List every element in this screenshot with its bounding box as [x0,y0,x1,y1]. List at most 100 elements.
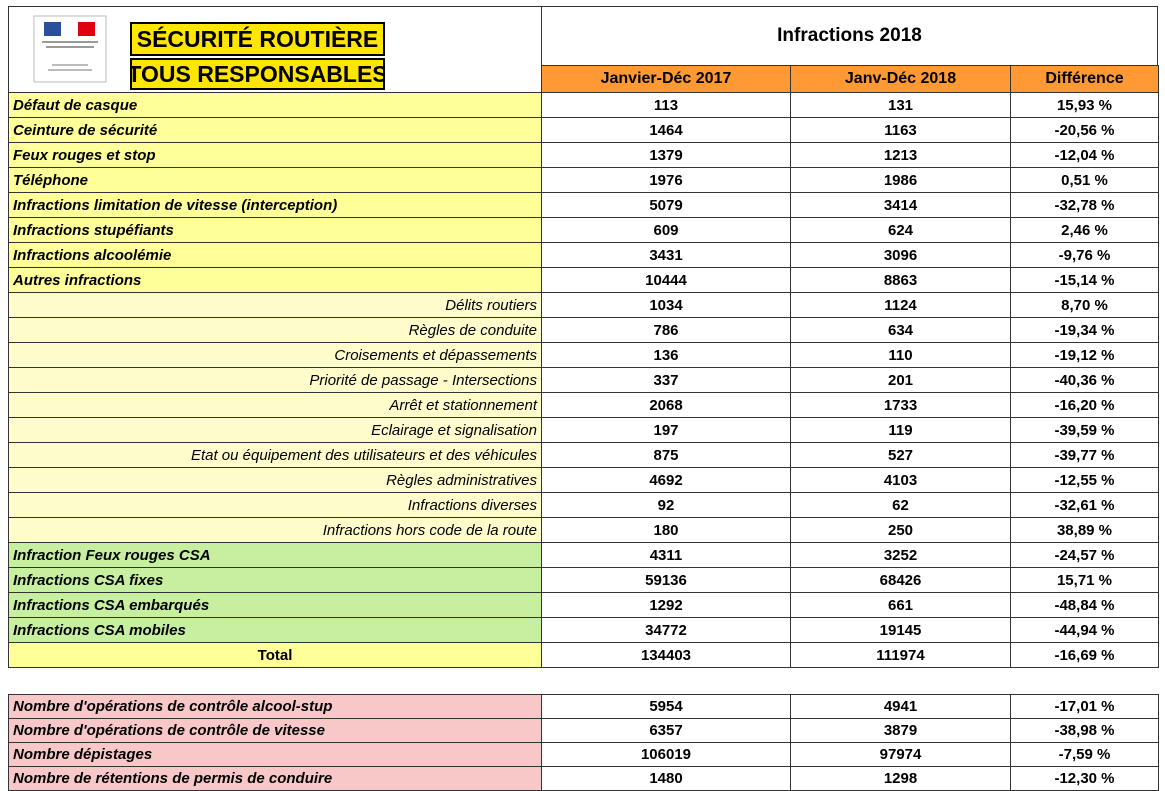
row-label: Infractions alcoolémie [8,242,542,268]
row-label: Arrêt et stationnement [8,392,542,418]
row-label: Priorité de passage - Intersections [8,367,542,393]
cell: -40,36 % [1010,367,1159,393]
cell: 97974 [790,742,1011,767]
cell: 8,70 % [1010,292,1159,318]
cell: 875 [541,442,791,468]
row-label: Autres infractions [8,267,542,293]
cell: 0,51 % [1010,167,1159,193]
cell: 59136 [541,567,791,593]
row-label: Infractions CSA embarqués [8,592,542,618]
cell: 2,46 % [1010,217,1159,243]
cell: 131 [790,92,1011,118]
row-label: Total [8,642,542,668]
cell: 10444 [541,267,791,293]
row-label: Infractions limitation de vitesse (inter… [8,192,542,218]
cell: 4692 [541,467,791,493]
cell: 201 [790,367,1011,393]
logo-line [42,41,98,43]
cell: 19145 [790,617,1011,643]
flag-red [78,22,95,36]
row-label: Nombre d'opérations de contrôle de vites… [8,718,542,743]
row-label: Nombre dépistages [8,742,542,767]
cell: 1034 [541,292,791,318]
cell: -38,98 % [1010,718,1159,743]
row-label: Infractions CSA fixes [8,567,542,593]
cell: -16,20 % [1010,392,1159,418]
cell: 3252 [790,542,1011,568]
row-label: Nombre d'opérations de contrôle alcool-s… [8,694,542,719]
cell: -32,78 % [1010,192,1159,218]
row-label: Infractions CSA mobiles [8,617,542,643]
cell: -15,14 % [1010,267,1159,293]
row-label: Téléphone [8,167,542,193]
logo-line [46,46,94,48]
row-label: Etat ou équipement des utilisateurs et d… [8,442,542,468]
cell: 1124 [790,292,1011,318]
cell: -24,57 % [1010,542,1159,568]
cell: 5079 [541,192,791,218]
cell: 250 [790,517,1011,543]
row-label: Infractions hors code de la route [8,517,542,543]
cell: -39,59 % [1010,417,1159,443]
cell: 1480 [541,766,791,791]
row-label: Feux rouges et stop [8,142,542,168]
row-label: Croisements et dépassements [8,342,542,368]
cell: 624 [790,217,1011,243]
table-title: Infractions 2018 [541,6,1158,66]
flag-white [61,22,78,36]
cell: 6357 [541,718,791,743]
column-header: Janv-Déc 2018 [790,65,1011,93]
cell: -48,84 % [1010,592,1159,618]
cell: -17,01 % [1010,694,1159,719]
cell: 136 [541,342,791,368]
cell: 4941 [790,694,1011,719]
cell: -12,30 % [1010,766,1159,791]
cell: 68426 [790,567,1011,593]
cell: 4311 [541,542,791,568]
cell: 337 [541,367,791,393]
cell: 786 [541,317,791,343]
cell: 2068 [541,392,791,418]
logo-line [52,64,88,66]
cell: 661 [790,592,1011,618]
cell: 8863 [790,267,1011,293]
cell: 1976 [541,167,791,193]
logo-text: SÉCURITÉ ROUTIÈRE [130,22,385,56]
column-header: Janvier-Déc 2017 [541,65,791,93]
cell: -12,55 % [1010,467,1159,493]
flag-blue [44,22,61,36]
cell: 197 [541,417,791,443]
cell: -12,04 % [1010,142,1159,168]
cell: 3879 [790,718,1011,743]
cell: 38,89 % [1010,517,1159,543]
logo-text: TOUS RESPONSABLES [130,58,385,90]
cell: 134403 [541,642,791,668]
row-label: Délits routiers [8,292,542,318]
cell: 1292 [541,592,791,618]
cell: 1464 [541,117,791,143]
cell: 4103 [790,467,1011,493]
cell: 5954 [541,694,791,719]
cell: 3414 [790,192,1011,218]
cell: -9,76 % [1010,242,1159,268]
cell: 34772 [541,617,791,643]
cell: 62 [790,492,1011,518]
cell: 92 [541,492,791,518]
row-label: Infraction Feux rouges CSA [8,542,542,568]
logo-line [48,69,92,71]
cell: -16,69 % [1010,642,1159,668]
cell: -7,59 % [1010,742,1159,767]
cell: 110 [790,342,1011,368]
cell: 15,93 % [1010,92,1159,118]
cell: 180 [541,517,791,543]
row-label: Infractions stupéfiants [8,217,542,243]
row-label: Ceinture de sécurité [8,117,542,143]
cell: 1986 [790,167,1011,193]
cell: 1379 [541,142,791,168]
cell: -39,77 % [1010,442,1159,468]
row-label: Défaut de casque [8,92,542,118]
cell: 119 [790,417,1011,443]
cell: -19,12 % [1010,342,1159,368]
cell: 15,71 % [1010,567,1159,593]
